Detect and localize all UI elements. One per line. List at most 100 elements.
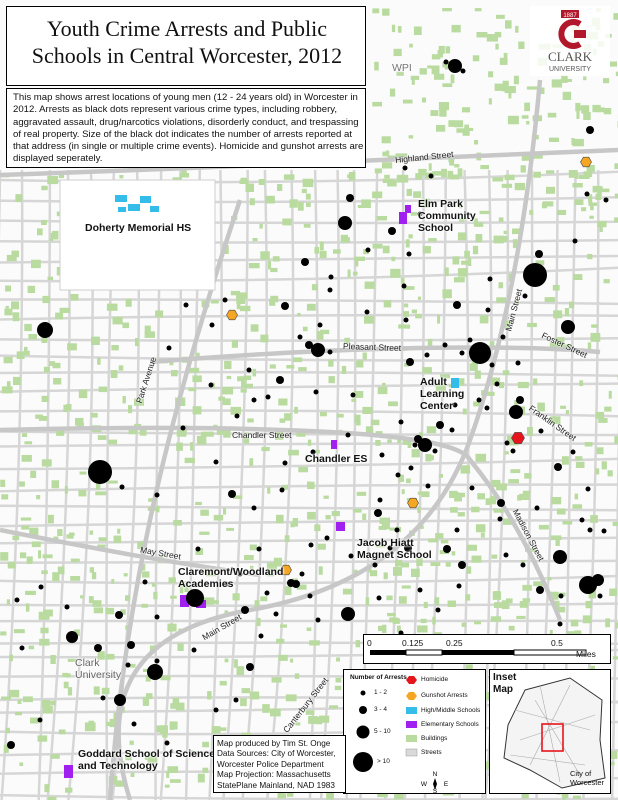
building xyxy=(0,552,9,561)
building xyxy=(475,222,484,227)
building xyxy=(466,544,477,551)
building xyxy=(459,203,463,209)
homicide-marker xyxy=(511,432,525,444)
building xyxy=(614,193,618,199)
building xyxy=(396,71,404,76)
building xyxy=(430,110,439,116)
building xyxy=(431,54,441,60)
building xyxy=(63,681,69,689)
building xyxy=(120,609,126,615)
building xyxy=(284,413,292,421)
building xyxy=(551,79,563,88)
title-panel: Youth Crime Arrests and Public Schools i… xyxy=(6,6,366,86)
building xyxy=(435,533,444,539)
building xyxy=(176,442,183,451)
arrest-dot xyxy=(338,216,352,230)
building xyxy=(233,495,243,499)
building xyxy=(211,726,221,734)
arrest-dot xyxy=(273,611,279,617)
building xyxy=(546,170,555,174)
arrest-dot xyxy=(510,448,516,454)
building xyxy=(145,675,151,682)
arrest-dot xyxy=(183,302,189,308)
building xyxy=(93,686,100,695)
building xyxy=(498,217,504,222)
street-line xyxy=(0,337,618,342)
building xyxy=(236,666,245,676)
arrest-dot xyxy=(585,486,591,492)
building xyxy=(52,230,59,240)
building xyxy=(52,362,61,369)
building xyxy=(24,346,28,353)
arrest-dot xyxy=(489,362,495,368)
building xyxy=(355,260,359,267)
building xyxy=(155,310,164,318)
building xyxy=(109,718,117,728)
building xyxy=(398,596,407,604)
building xyxy=(237,376,247,382)
building xyxy=(497,235,508,242)
building xyxy=(411,76,415,85)
svg-text:CLARK: CLARK xyxy=(548,49,593,64)
building xyxy=(279,418,286,423)
building xyxy=(57,529,63,536)
building xyxy=(192,375,202,383)
arrest-dot xyxy=(425,483,431,489)
building xyxy=(598,418,608,423)
building xyxy=(283,174,295,180)
building xyxy=(519,601,529,608)
building xyxy=(493,508,504,513)
building xyxy=(560,79,572,82)
building xyxy=(31,259,41,269)
arrest-dot xyxy=(424,352,430,358)
building xyxy=(243,437,250,444)
building xyxy=(521,115,529,119)
arrest-dot xyxy=(127,641,135,649)
arrest-dot xyxy=(412,442,418,448)
building xyxy=(595,193,601,200)
building xyxy=(25,603,30,612)
arrest-dot xyxy=(456,583,462,589)
arrest-dot xyxy=(458,561,466,569)
building xyxy=(188,387,197,392)
building xyxy=(439,474,443,478)
building xyxy=(503,230,507,235)
building xyxy=(576,111,580,119)
building xyxy=(402,438,409,445)
building xyxy=(64,486,68,494)
street-line xyxy=(37,169,52,800)
building xyxy=(480,532,485,538)
building xyxy=(278,398,288,406)
arrest-dot xyxy=(299,571,305,577)
building xyxy=(37,228,43,236)
building xyxy=(445,562,451,567)
building xyxy=(252,368,257,377)
arrest-dot xyxy=(297,334,303,340)
building xyxy=(428,238,437,242)
building xyxy=(489,341,495,348)
street-line xyxy=(0,313,618,321)
building xyxy=(298,367,307,371)
building xyxy=(141,603,148,608)
building xyxy=(24,441,33,445)
building xyxy=(42,705,53,714)
arrest-dot xyxy=(208,382,214,388)
building xyxy=(428,163,432,171)
arrest-dot xyxy=(64,604,70,610)
street-line xyxy=(308,169,319,800)
building xyxy=(603,108,612,115)
arrest-dot xyxy=(395,472,401,478)
arrest-dot xyxy=(313,389,319,395)
building xyxy=(111,345,119,351)
arrest-dot xyxy=(186,589,204,607)
building xyxy=(522,598,531,603)
building xyxy=(125,751,132,761)
arrest-dot xyxy=(379,452,385,458)
street-line xyxy=(222,169,249,800)
building xyxy=(98,537,107,542)
building xyxy=(610,61,617,67)
building xyxy=(520,165,526,173)
building xyxy=(440,540,449,544)
building xyxy=(421,97,426,103)
